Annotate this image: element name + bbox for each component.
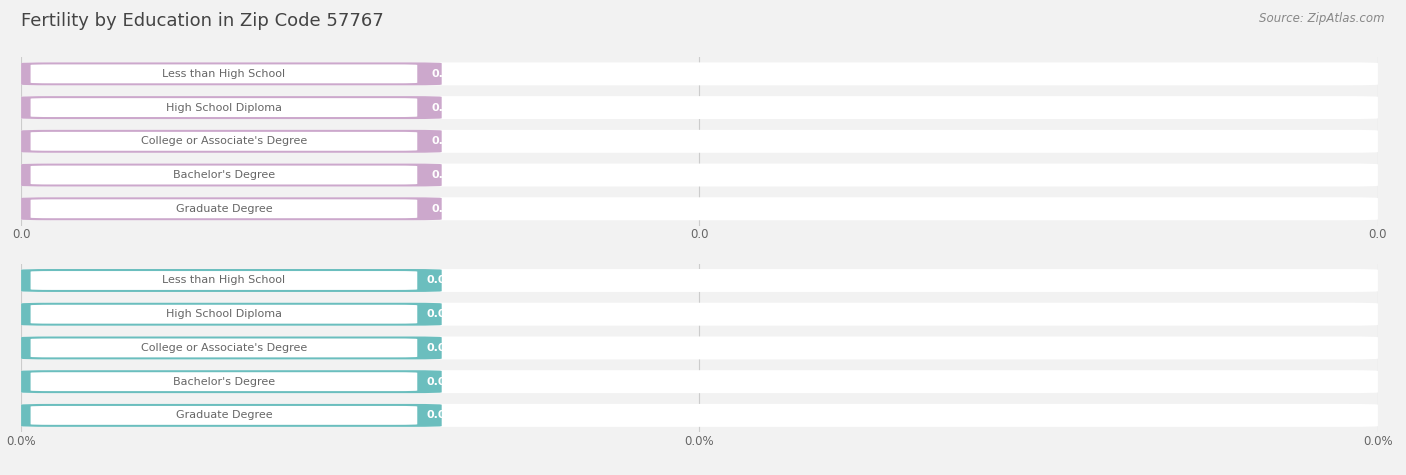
Text: High School Diploma: High School Diploma (166, 103, 283, 113)
FancyBboxPatch shape (21, 303, 441, 326)
Text: 0.0: 0.0 (432, 103, 451, 113)
Text: Fertility by Education in Zip Code 57767: Fertility by Education in Zip Code 57767 (21, 12, 384, 30)
FancyBboxPatch shape (21, 303, 1378, 326)
Text: 0.0%: 0.0% (426, 309, 457, 319)
FancyBboxPatch shape (21, 62, 441, 86)
FancyBboxPatch shape (21, 96, 1378, 119)
Text: 0.0%: 0.0% (426, 377, 457, 387)
FancyBboxPatch shape (31, 132, 418, 151)
Text: 0.0: 0.0 (432, 136, 451, 146)
FancyBboxPatch shape (21, 336, 1378, 360)
Text: 0.0: 0.0 (432, 204, 451, 214)
FancyBboxPatch shape (21, 163, 441, 187)
FancyBboxPatch shape (31, 271, 418, 290)
Text: 0.0%: 0.0% (426, 276, 457, 285)
Text: 0.0: 0.0 (432, 69, 451, 79)
Text: Bachelor's Degree: Bachelor's Degree (173, 377, 276, 387)
FancyBboxPatch shape (21, 370, 441, 393)
FancyBboxPatch shape (21, 404, 1378, 427)
Text: Source: ZipAtlas.com: Source: ZipAtlas.com (1260, 12, 1385, 25)
Text: High School Diploma: High School Diploma (166, 309, 283, 319)
FancyBboxPatch shape (31, 305, 418, 323)
Text: Less than High School: Less than High School (162, 276, 285, 285)
Text: Less than High School: Less than High School (162, 69, 285, 79)
FancyBboxPatch shape (21, 130, 1378, 153)
Text: 0.0%: 0.0% (426, 410, 457, 420)
Text: Graduate Degree: Graduate Degree (176, 410, 273, 420)
FancyBboxPatch shape (31, 65, 418, 83)
FancyBboxPatch shape (31, 98, 418, 117)
FancyBboxPatch shape (21, 269, 1378, 292)
FancyBboxPatch shape (21, 197, 441, 220)
FancyBboxPatch shape (31, 339, 418, 357)
FancyBboxPatch shape (21, 404, 441, 427)
Text: College or Associate's Degree: College or Associate's Degree (141, 136, 307, 146)
FancyBboxPatch shape (21, 197, 1378, 220)
Text: College or Associate's Degree: College or Associate's Degree (141, 343, 307, 353)
Text: 0.0: 0.0 (432, 170, 451, 180)
Text: Bachelor's Degree: Bachelor's Degree (173, 170, 276, 180)
FancyBboxPatch shape (31, 372, 418, 391)
FancyBboxPatch shape (21, 336, 441, 360)
Text: Graduate Degree: Graduate Degree (176, 204, 273, 214)
FancyBboxPatch shape (21, 130, 441, 153)
FancyBboxPatch shape (21, 269, 441, 292)
FancyBboxPatch shape (31, 166, 418, 184)
FancyBboxPatch shape (21, 163, 1378, 187)
FancyBboxPatch shape (21, 96, 441, 119)
FancyBboxPatch shape (31, 200, 418, 218)
FancyBboxPatch shape (21, 62, 1378, 86)
FancyBboxPatch shape (31, 406, 418, 425)
Text: 0.0%: 0.0% (426, 343, 457, 353)
FancyBboxPatch shape (21, 370, 1378, 393)
